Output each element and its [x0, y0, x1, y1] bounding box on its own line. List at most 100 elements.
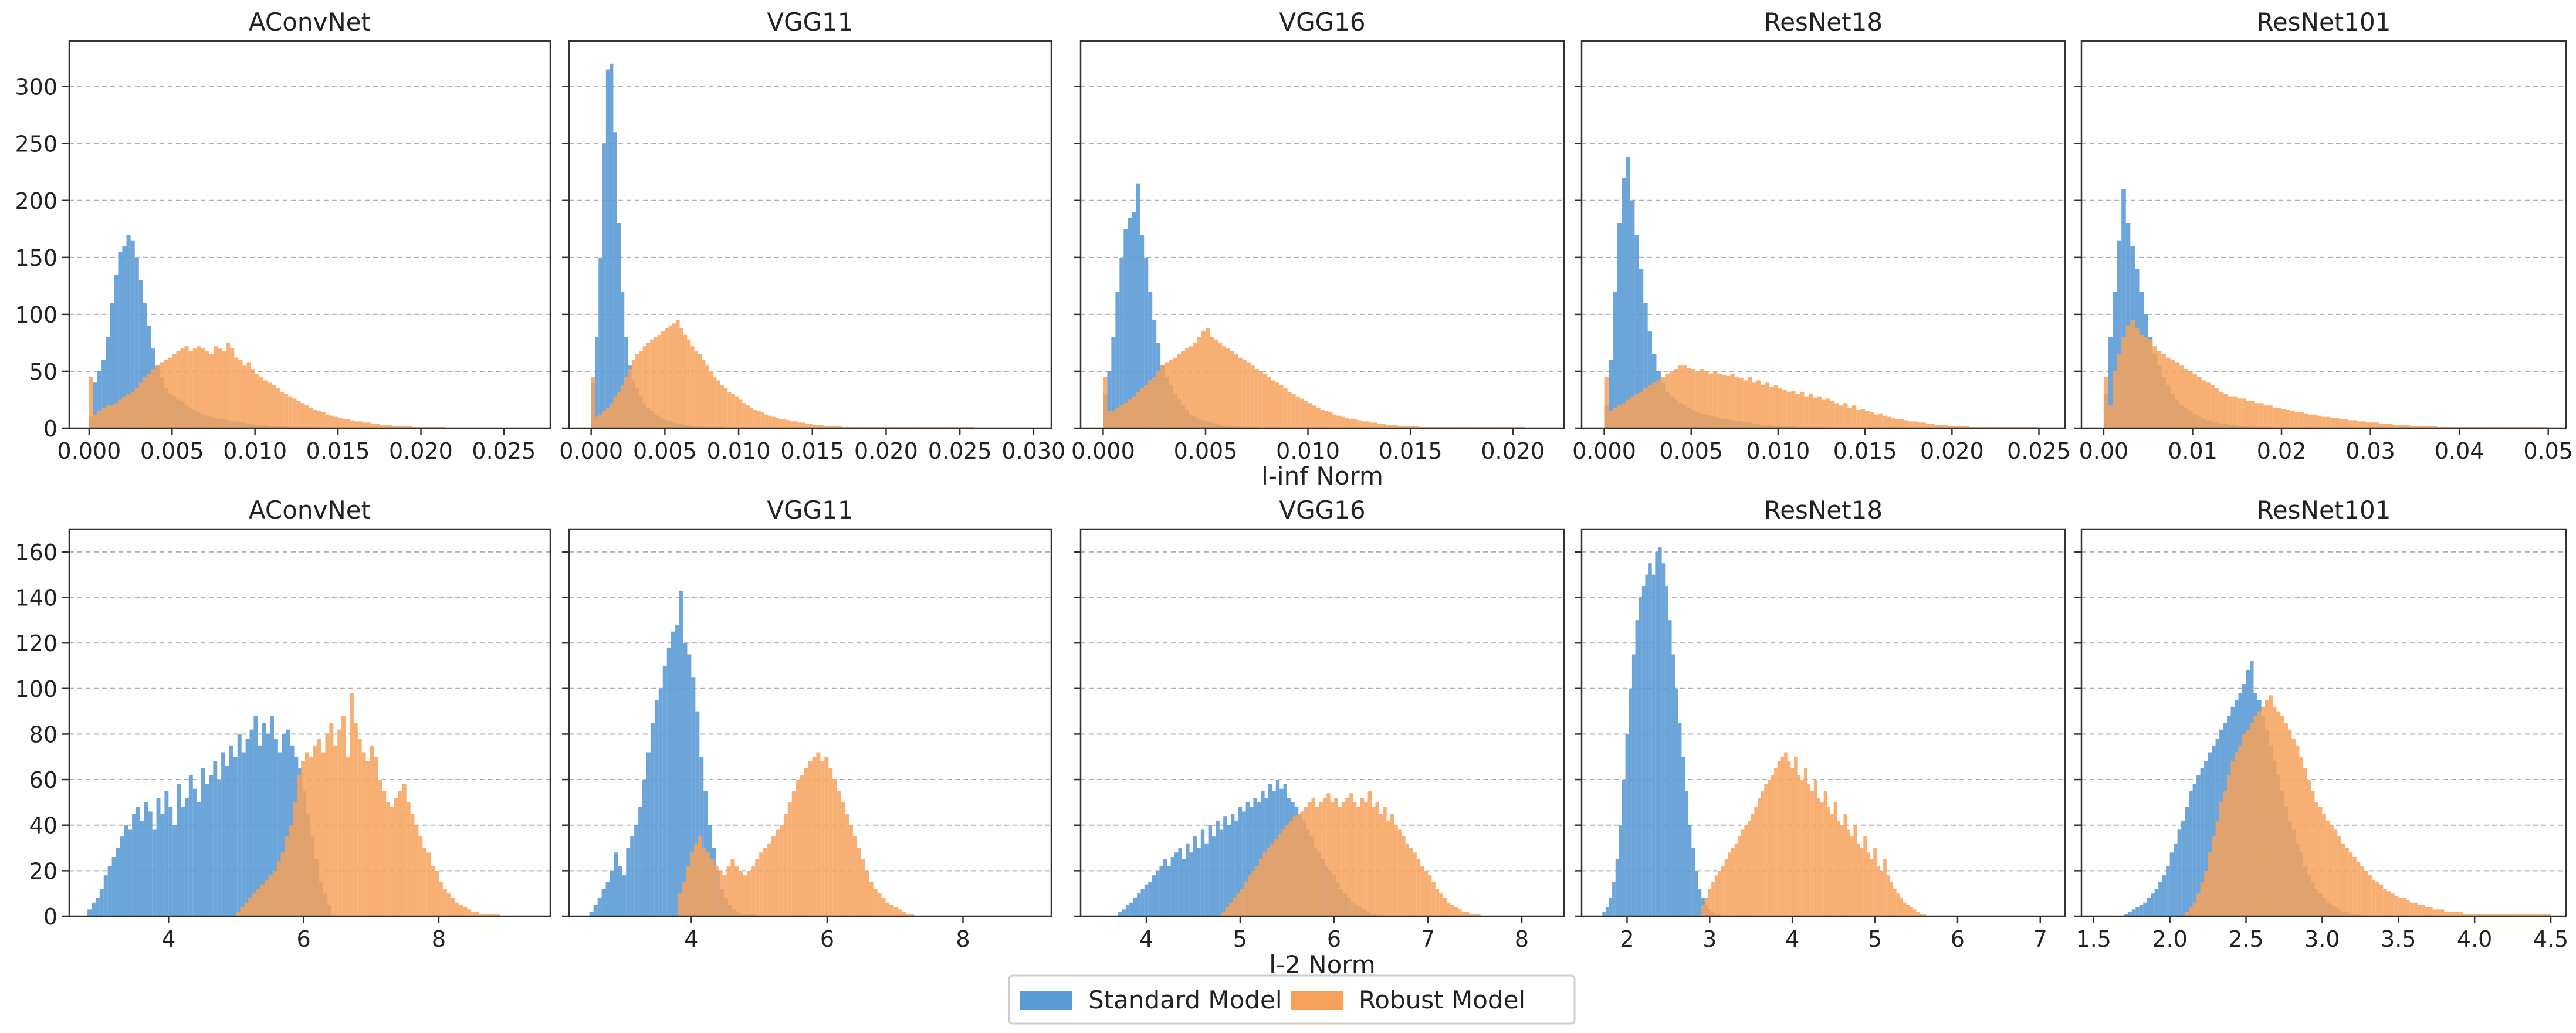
bar-robust: [1375, 802, 1379, 916]
bar-robust: [1259, 859, 1263, 916]
bar-standard: [1685, 791, 1688, 916]
bar-standard: [1197, 848, 1201, 916]
bar-robust: [1107, 411, 1112, 428]
bar-robust: [2263, 405, 2269, 428]
bar-robust: [845, 814, 849, 916]
bar-robust: [1205, 328, 1210, 428]
x-tick-label: 0.00: [2079, 438, 2129, 464]
bar-robust: [775, 829, 780, 916]
bar-standard: [1234, 820, 1238, 916]
bar-robust: [1367, 791, 1372, 916]
bar-standard: [1128, 217, 1132, 428]
bar-standard: [638, 807, 643, 916]
bar-robust: [1386, 820, 1390, 916]
bar-robust: [180, 348, 185, 428]
bar-robust: [479, 914, 483, 916]
bar-robust: [1447, 902, 1451, 916]
bar-robust: [690, 852, 695, 916]
bar-robust: [2185, 912, 2189, 916]
bar-robust: [1956, 426, 1961, 428]
bar-standard: [1245, 802, 1250, 916]
bar-robust: [455, 902, 459, 916]
bar-robust: [338, 418, 343, 428]
bar-standard: [1605, 907, 1609, 916]
bar-robust: [280, 391, 285, 428]
bar-standard: [177, 784, 181, 916]
bar-standard: [152, 829, 157, 916]
bar-robust: [118, 399, 123, 428]
bar-robust: [787, 802, 792, 916]
bar-robust: [230, 348, 235, 428]
bar-robust: [402, 784, 407, 916]
bar-robust: [1394, 425, 1399, 428]
bar-robust: [1887, 416, 1891, 428]
x-tick-label: 3: [1702, 926, 1717, 952]
bar-robust: [2391, 893, 2395, 916]
bar-standard: [2185, 807, 2189, 916]
bar-robust: [1765, 382, 1770, 428]
bar-robust: [2261, 706, 2265, 916]
bar-robust: [2425, 907, 2429, 916]
bar-robust: [1349, 419, 1353, 428]
bar-robust: [910, 914, 915, 916]
bar-robust: [2448, 912, 2452, 916]
bar-robust: [694, 843, 698, 916]
bar-robust: [1379, 814, 1383, 916]
bar-robust: [2184, 369, 2188, 428]
bar-robust: [1810, 791, 1814, 916]
bar-robust: [2352, 857, 2357, 916]
bar-standard: [1242, 811, 1246, 916]
bar-robust: [1357, 420, 1362, 428]
bar-robust: [1647, 385, 1653, 428]
x-tick-label: 8: [956, 926, 970, 952]
bar-robust: [1431, 882, 1436, 916]
bar-robust: [2370, 422, 2375, 428]
bar-robust: [749, 408, 754, 428]
panel-0-3: 0.000 0.005 0.010 0.015 0.020 0.025 ResNet18: [1572, 8, 2071, 464]
bar-standard: [1193, 836, 1197, 916]
bar-standard: [1186, 843, 1190, 916]
y-tick-label: 150: [15, 245, 57, 271]
bar-robust: [1910, 907, 1913, 916]
bar-robust: [1865, 411, 1870, 428]
bar-robust: [873, 889, 878, 916]
bar-robust: [2361, 421, 2366, 428]
bar-standard: [126, 235, 131, 428]
bar-standard: [156, 798, 161, 916]
bar-robust: [2387, 891, 2391, 916]
bar-standard: [1152, 875, 1156, 916]
bar-robust: [1209, 337, 1214, 428]
bar-robust: [2419, 426, 2424, 428]
y-tick-label: 300: [15, 74, 57, 100]
bar-robust: [325, 414, 330, 428]
bar-robust: [650, 339, 654, 428]
x-tick-label: 4.0: [2457, 926, 2492, 952]
bar-robust: [431, 866, 435, 916]
bar-robust: [1279, 385, 1284, 428]
bar-robust: [1656, 380, 1661, 428]
bar-robust: [831, 426, 835, 428]
bar-robust: [2423, 426, 2429, 428]
panel-1-0: 0 20 40 60 80 100 120 140 160 4 6 8 AConvNet: [15, 496, 551, 952]
bar-robust: [255, 373, 259, 428]
bar-robust: [1613, 408, 1617, 428]
bar-robust: [1334, 798, 1338, 916]
bar-robust: [1275, 382, 1279, 428]
bar-standard: [2166, 866, 2170, 916]
bar-standard: [168, 807, 173, 916]
bar-standard: [225, 766, 229, 916]
bar-robust: [2287, 729, 2292, 916]
bar-standard: [683, 643, 688, 916]
bar-robust: [2406, 425, 2411, 428]
bar-standard: [1140, 235, 1145, 428]
bar-standard: [213, 761, 218, 916]
bar-robust: [374, 757, 378, 916]
axes-frame: [68, 40, 551, 429]
bar-robust: [1791, 390, 1796, 428]
bar-robust: [734, 866, 739, 916]
bar-robust: [1345, 798, 1349, 916]
bar-standard: [666, 647, 671, 916]
bar-standard: [614, 852, 618, 916]
bar-robust: [226, 343, 231, 428]
bar-robust: [1152, 377, 1157, 428]
